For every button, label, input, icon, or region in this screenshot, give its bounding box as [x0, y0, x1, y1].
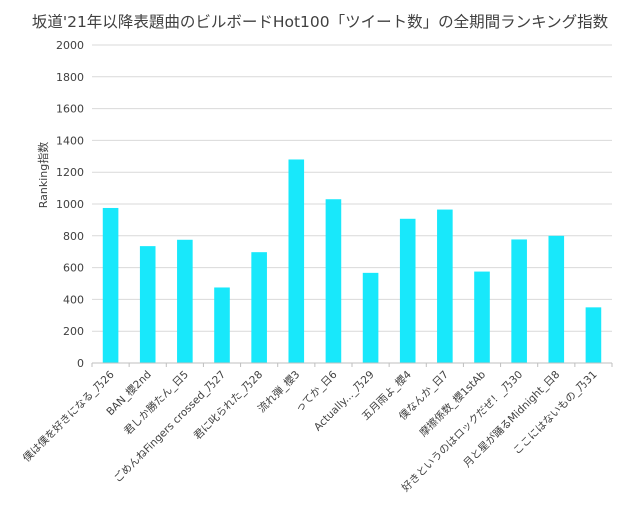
y-tick-label: 1200 — [56, 166, 84, 179]
bar — [102, 207, 119, 363]
y-tick-label: 1000 — [56, 198, 84, 211]
bar — [437, 209, 453, 363]
bar — [474, 271, 490, 363]
bar — [288, 159, 305, 363]
bar — [399, 218, 416, 363]
bar — [362, 272, 379, 363]
bar — [139, 246, 156, 363]
bar — [177, 239, 193, 363]
bars — [102, 159, 602, 363]
y-tick-label: 1800 — [56, 71, 84, 84]
chart-title: 坂道'21年以降表題曲のビルボードHot100「ツイート数」の全期間ランキング指… — [31, 13, 609, 31]
y-tick-label: 0 — [77, 357, 84, 370]
y-tick-label: 400 — [63, 293, 84, 306]
bar — [251, 252, 267, 363]
y-tick-label: 2000 — [56, 39, 84, 52]
y-tick-label: 800 — [63, 230, 84, 243]
y-tick-label: 1600 — [56, 103, 84, 116]
x-tick-label: 僕は僕を好きになる_乃26 — [20, 368, 117, 465]
bar — [585, 307, 602, 363]
x-tick-label: 摩擦係数_櫻1stAb — [417, 368, 489, 440]
bar — [325, 199, 342, 363]
x-tick-label: 君に叱られた_乃28 — [192, 369, 266, 443]
x-tick-label: 君しか勝たん_日5 — [121, 368, 191, 438]
y-axis-label: Ranking指数 — [36, 142, 50, 209]
y-tick-label: 1400 — [56, 134, 84, 147]
bar — [214, 287, 230, 363]
y-tick-label: 600 — [63, 262, 84, 275]
bar — [511, 239, 527, 363]
grid — [92, 44, 612, 364]
y-tick-label: 200 — [63, 325, 84, 338]
bar — [548, 235, 565, 363]
